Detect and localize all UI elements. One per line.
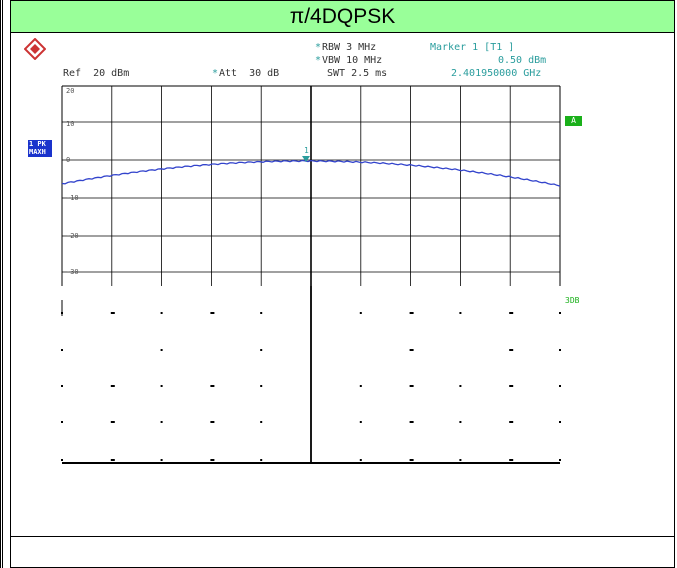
bottom-divider: [10, 536, 675, 537]
trace-label-detector: MAXH: [28, 148, 52, 157]
marker-level: 0.50 dBm: [498, 55, 547, 66]
marker-number: 1: [304, 146, 309, 155]
modulation-title: π/4DQPSK: [11, 1, 674, 33]
y-axis-ticks: 20 10 0 -10 -20 -30: [66, 87, 79, 276]
y-tick-label: -10: [66, 194, 79, 202]
att-star: *: [212, 68, 219, 79]
trace-a-tag: A: [565, 116, 582, 126]
marker-1-icon: [302, 156, 310, 162]
sweep-time: SWT 2.5 ms: [327, 68, 388, 79]
vbw-star: *: [315, 55, 322, 66]
vbw-setting: VBW 10 MHz: [322, 55, 383, 66]
rbw-star: *: [315, 42, 322, 53]
plot-grid: [61, 85, 561, 464]
marker-frequency: 2.401950000 GHz: [451, 68, 542, 79]
spectrum-trace: [61, 159, 561, 187]
lower-grid-dots: [61, 312, 561, 461]
y-tick-label: 20: [66, 87, 74, 95]
marker-title: Marker 1 [T1 ]: [430, 42, 515, 53]
y-tick-label: 0: [66, 156, 70, 164]
rbw-setting: RBW 3 MHz: [322, 42, 377, 53]
three-db-tag: 3DB: [565, 296, 580, 305]
y-tick-label: -20: [66, 232, 79, 240]
y-tick-label: -30: [66, 268, 79, 276]
left-frame-border: [0, 0, 3, 568]
y-tick-label: 10: [66, 120, 74, 128]
reference-level: Ref 20 dBm: [63, 68, 130, 79]
attenuation: Att 30 dB: [219, 68, 280, 79]
rohde-schwarz-logo-icon: [24, 38, 46, 60]
